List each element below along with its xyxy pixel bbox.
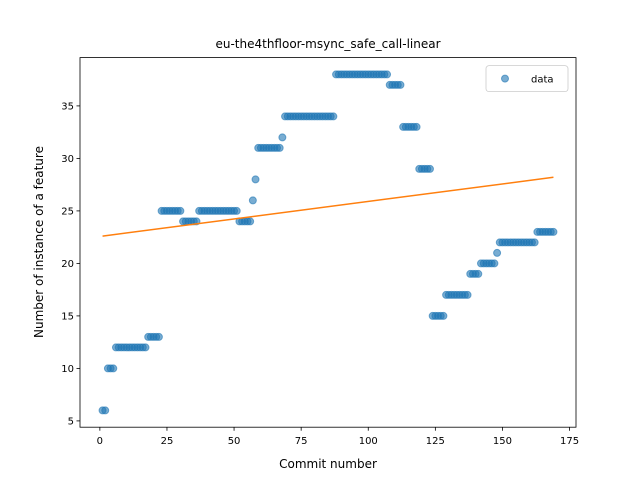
legend-box [485, 65, 569, 92]
x-tick-label: 50 [228, 436, 241, 447]
data-point [278, 133, 287, 142]
data-point [251, 175, 260, 184]
y-tick-label: 5 [68, 416, 74, 427]
data-point [101, 406, 110, 415]
x-tick-label: 0 [97, 436, 103, 447]
y-tick-label: 35 [61, 101, 74, 112]
data-point [109, 364, 118, 373]
data-point [412, 122, 421, 131]
y-tick-label: 20 [61, 259, 74, 270]
plot-frame [79, 57, 577, 428]
x-tick-label: 125 [426, 436, 445, 447]
y-tick-label: 30 [61, 154, 74, 165]
data-point [232, 206, 241, 215]
data-point [176, 206, 185, 215]
x-axis-label: Commit number [279, 457, 377, 471]
data-point [490, 259, 499, 268]
data-point [493, 248, 502, 257]
data-point [141, 343, 150, 352]
data-point [425, 164, 434, 173]
data-point [275, 143, 284, 152]
data-point [383, 70, 392, 79]
x-tick-label: 150 [493, 436, 512, 447]
x-tick-label: 175 [560, 436, 579, 447]
x-tick-label: 75 [295, 436, 308, 447]
x-tick-label: 25 [161, 436, 174, 447]
data-point [154, 332, 163, 341]
data-point [463, 290, 472, 299]
x-tick-label: 100 [359, 436, 378, 447]
y-tick-label: 25 [61, 206, 74, 217]
legend-marker [501, 74, 509, 83]
y-tick-label: 15 [61, 311, 74, 322]
data-point [530, 238, 539, 247]
data-point [549, 227, 558, 236]
data-point [246, 217, 255, 226]
data-point [248, 196, 257, 205]
y-tick-label: 10 [61, 364, 74, 375]
fit-line [102, 176, 554, 237]
data-point [439, 311, 448, 320]
y-axis-label: Number of instance of a feature [32, 146, 46, 338]
data-point [474, 269, 483, 278]
data-point [329, 112, 338, 121]
data-point [396, 80, 405, 89]
chart-title: eu-the4thfloor-msync_safe_call-linear [215, 37, 440, 51]
legend-label: data [531, 75, 554, 86]
